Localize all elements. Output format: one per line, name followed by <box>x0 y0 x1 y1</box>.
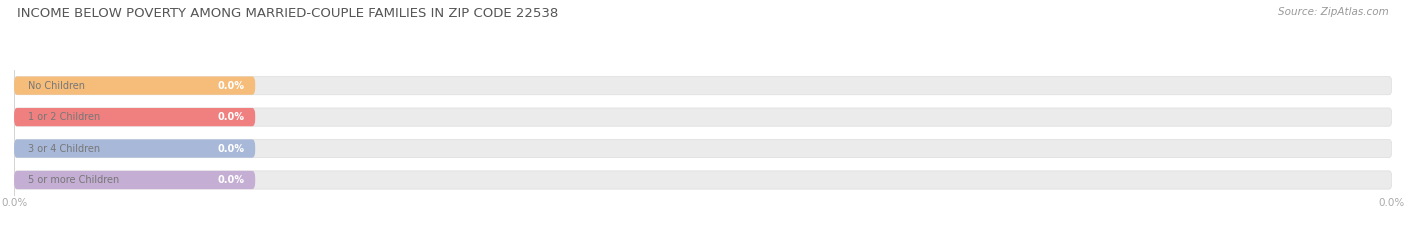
FancyBboxPatch shape <box>14 108 1392 126</box>
Text: No Children: No Children <box>28 81 84 91</box>
FancyBboxPatch shape <box>14 139 256 158</box>
FancyBboxPatch shape <box>14 139 1392 158</box>
Text: 0.0%: 0.0% <box>217 175 245 185</box>
FancyBboxPatch shape <box>14 76 256 95</box>
FancyBboxPatch shape <box>14 76 1392 95</box>
FancyBboxPatch shape <box>14 108 256 126</box>
Text: 0.0%: 0.0% <box>217 112 245 122</box>
Text: Source: ZipAtlas.com: Source: ZipAtlas.com <box>1278 7 1389 17</box>
Text: 5 or more Children: 5 or more Children <box>28 175 120 185</box>
FancyBboxPatch shape <box>14 171 1392 189</box>
FancyBboxPatch shape <box>14 171 256 189</box>
Text: 0.0%: 0.0% <box>217 81 245 91</box>
Text: INCOME BELOW POVERTY AMONG MARRIED-COUPLE FAMILIES IN ZIP CODE 22538: INCOME BELOW POVERTY AMONG MARRIED-COUPL… <box>17 7 558 20</box>
Text: 3 or 4 Children: 3 or 4 Children <box>28 144 100 154</box>
Text: 0.0%: 0.0% <box>217 144 245 154</box>
Text: 1 or 2 Children: 1 or 2 Children <box>28 112 100 122</box>
